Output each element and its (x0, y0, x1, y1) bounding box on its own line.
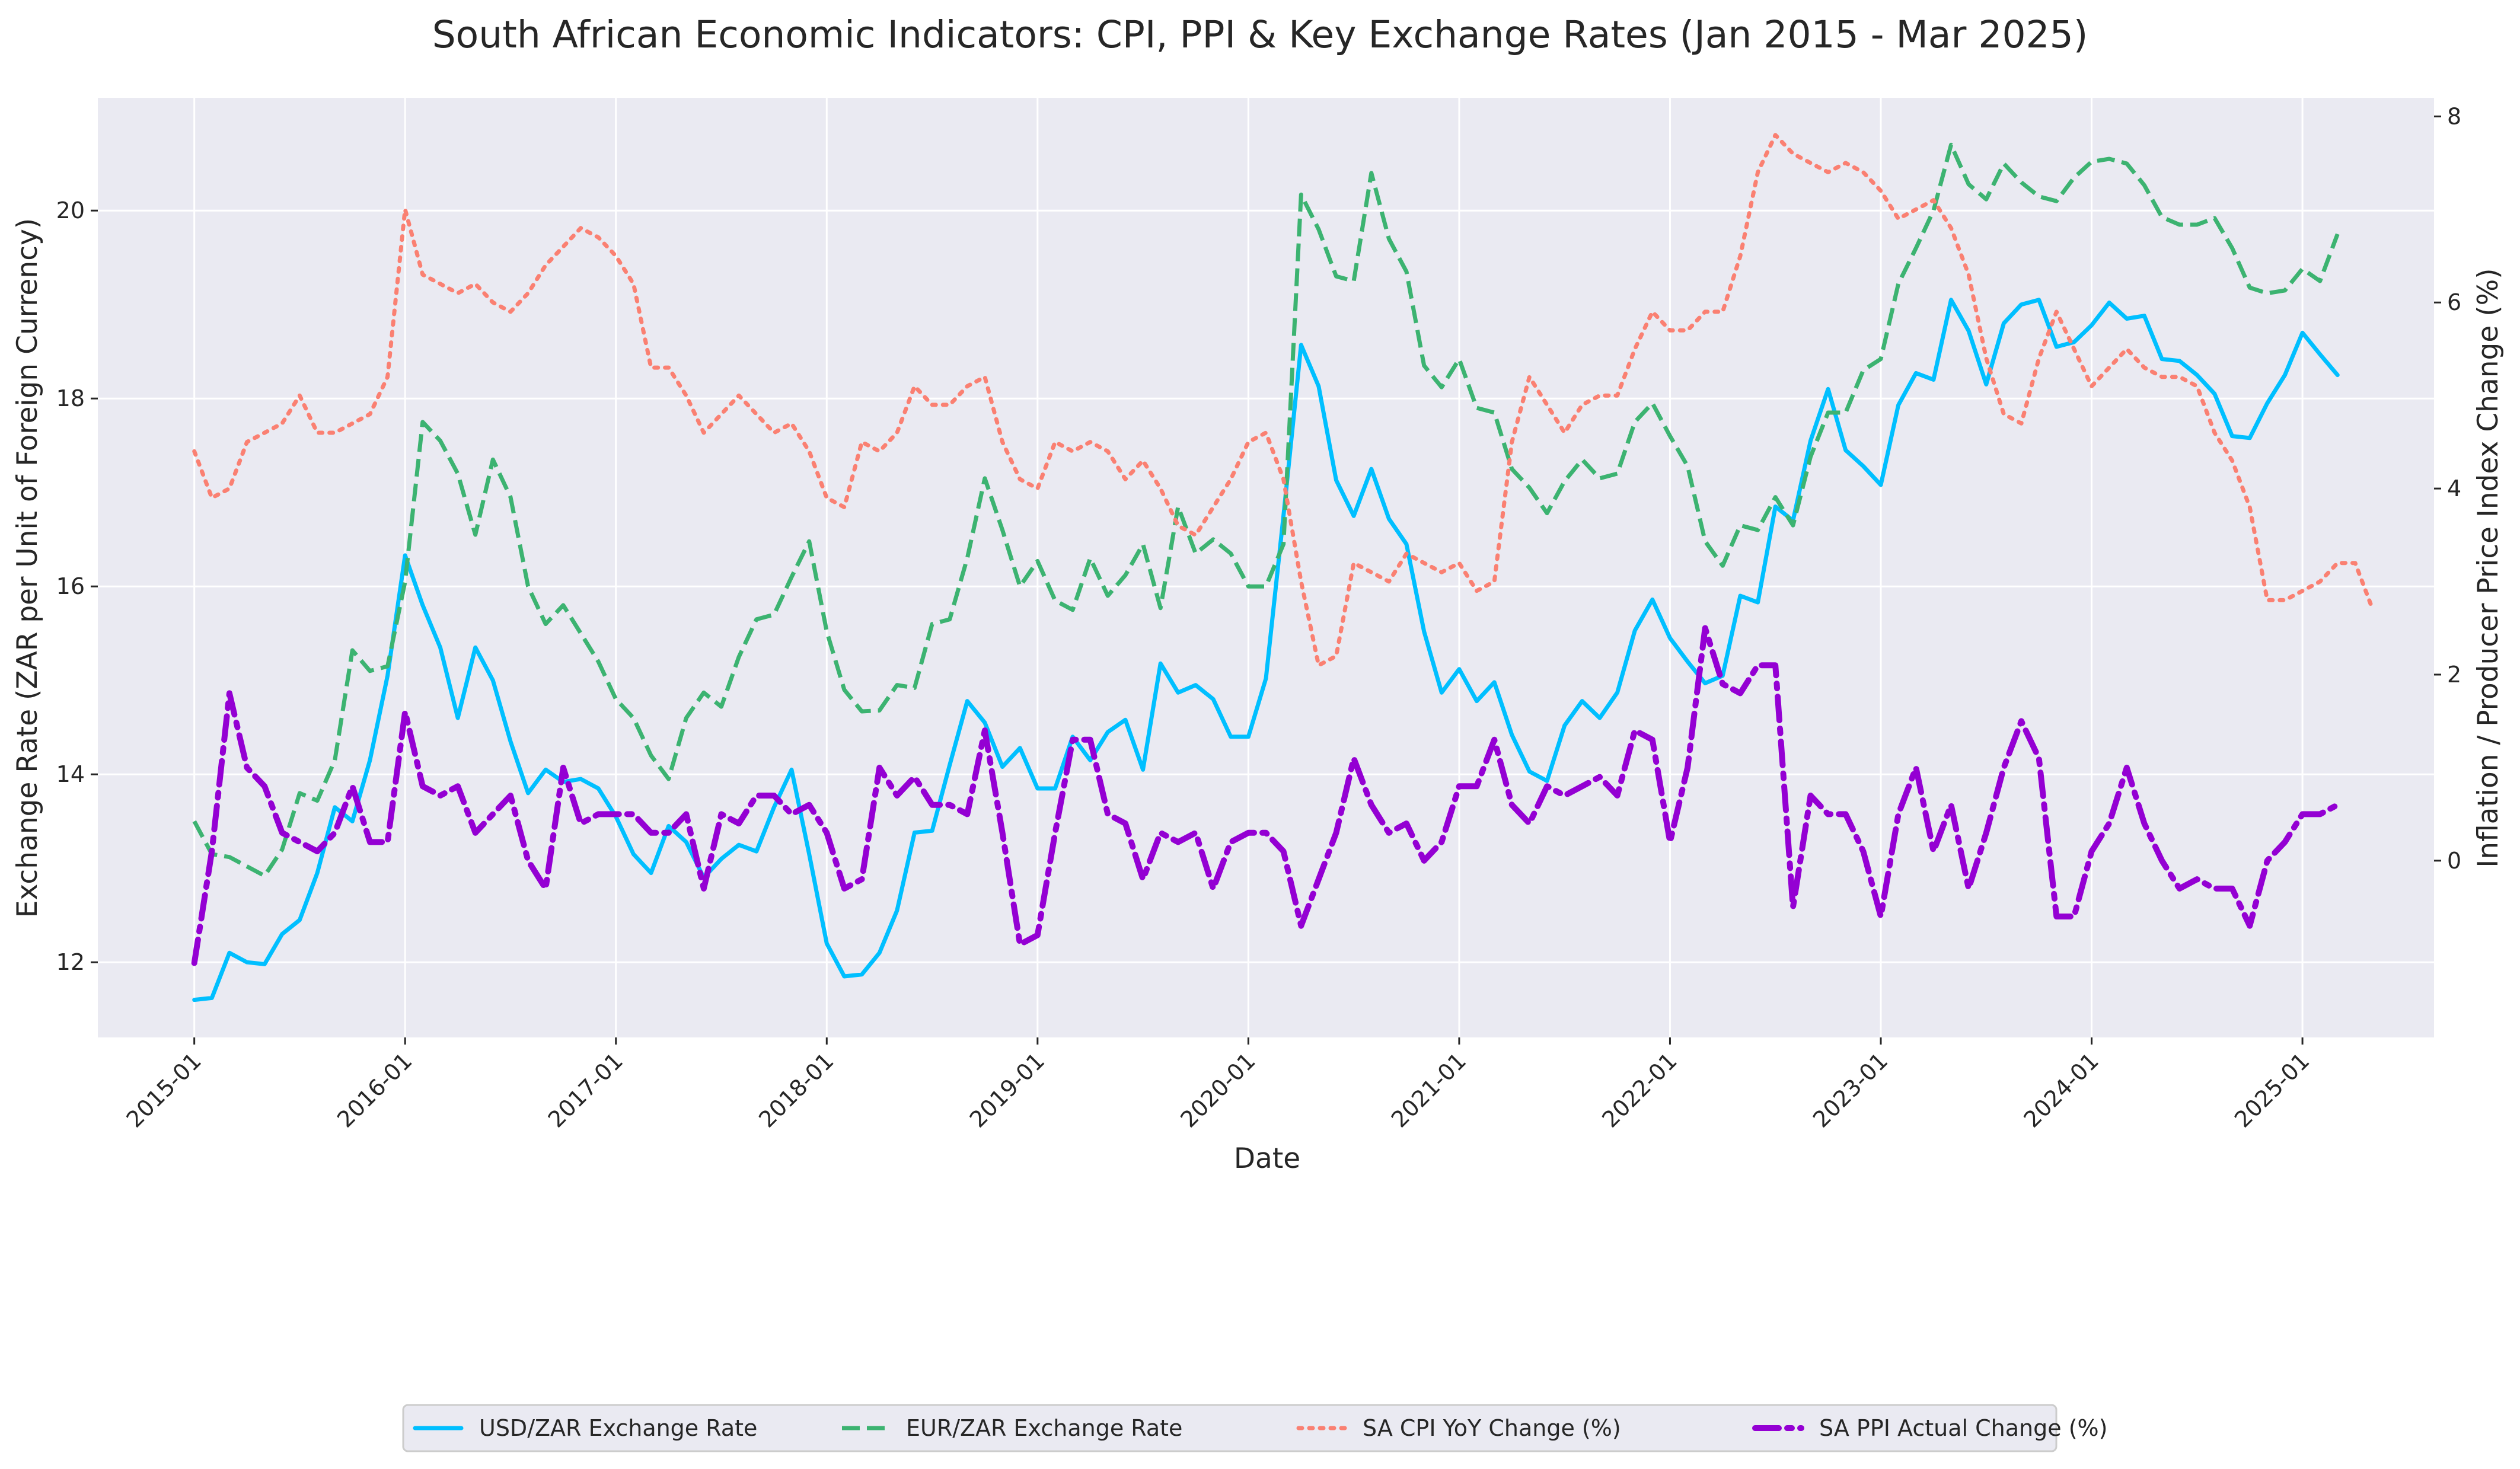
right-tick-label: 2 (2447, 662, 2461, 688)
x-tick-label: 2017-01 (543, 1048, 628, 1132)
x-tick-label: 2023-01 (1808, 1048, 1893, 1132)
series-line-1 (192, 298, 2340, 1002)
x-tick-label: 2015-01 (122, 1048, 206, 1132)
grid-lines (98, 98, 2434, 1037)
x-tick-label: 2020-01 (1175, 1048, 1260, 1132)
left-tick-label: 14 (56, 761, 85, 787)
x-tick-label: 2018-01 (754, 1048, 838, 1132)
x-axis-ticks: 2015-01 2016-01 2017-01 2018-01 2019-01 2020-… (122, 1037, 2314, 1133)
x-tick-label: 2016-01 (332, 1048, 417, 1132)
right-tick-label: 0 (2447, 848, 2461, 874)
legend-label: SA PPI Actual Change (%) (1819, 1415, 2107, 1441)
left-tick-label: 16 (56, 573, 85, 599)
x-tick-label: 2024-01 (2019, 1048, 2104, 1132)
right-tick-label: 4 (2447, 475, 2461, 502)
legend-label: EUR/ZAR Exchange Rate (906, 1415, 1182, 1441)
right-tick-label: 8 (2447, 103, 2461, 129)
left-axis-label: Exchange Rate (ZAR per Unit of Foreign C… (11, 218, 44, 918)
legend-label: USD/ZAR Exchange Rate (479, 1415, 757, 1441)
x-axis-label: Date (1234, 1142, 1300, 1175)
left-tick-label: 18 (56, 385, 85, 411)
x-tick-label: 2021-01 (1386, 1048, 1471, 1132)
series-line-4 (191, 625, 2341, 966)
chart-title: South African Economic Indicators: CPI, … (432, 13, 2088, 56)
right-axis-label: Inflation / Producer Price Index Change … (2472, 268, 2505, 867)
series-line-2 (192, 142, 2340, 878)
x-tick-label: 2019-01 (965, 1048, 1050, 1132)
legend-label: SA CPI YoY Change (%) (1363, 1415, 1621, 1441)
legend-box (402, 1404, 2058, 1452)
x-tick-label: 2022-01 (1597, 1048, 1682, 1132)
left-tick-label: 12 (56, 949, 85, 975)
right-tick-label: 6 (2447, 289, 2461, 315)
left-axis-ticks: 12 14 16 18 20 (56, 197, 98, 975)
left-tick-label: 20 (56, 197, 85, 223)
plot-area (98, 98, 2434, 1037)
series-line-3 (192, 133, 2375, 668)
x-tick-label: 2025-01 (2229, 1048, 2314, 1132)
legend: USD/ZAR Exchange Rate EUR/ZAR Exchange Ra… (402, 1404, 2107, 1452)
right-axis-ticks: 0 2 4 6 8 (2434, 103, 2461, 874)
series-group (191, 133, 2375, 1002)
